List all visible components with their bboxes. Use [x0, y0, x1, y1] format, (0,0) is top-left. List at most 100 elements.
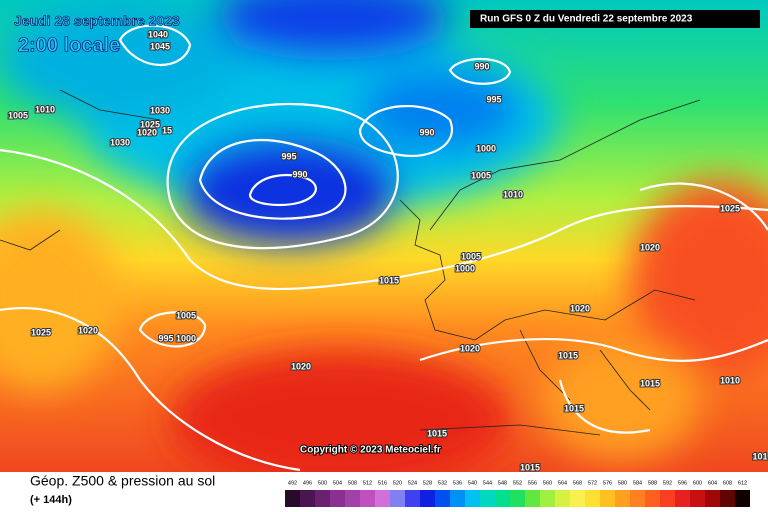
legend-label: 508 [348, 480, 357, 486]
isobar-label: 1020 [137, 127, 157, 137]
isobar-label: 101 [752, 451, 767, 461]
legend-swatch [675, 490, 690, 507]
legend-label: 512 [363, 480, 372, 486]
legend-swatch [585, 490, 600, 507]
legend-swatch [720, 490, 735, 507]
legend-label: 604 [708, 480, 717, 486]
legend-swatch [600, 490, 615, 507]
isobar-label: 1020 [570, 303, 590, 313]
legend-label: 516 [378, 480, 387, 486]
legend-swatch [570, 490, 585, 507]
legend-label: 608 [723, 480, 732, 486]
isobar-label: 1030 [150, 105, 170, 115]
legend-swatch [615, 490, 630, 507]
lead-time: (+ 144h) [30, 494, 72, 506]
legend-swatch [450, 490, 465, 507]
isobar-label: 1015 [558, 350, 578, 360]
legend-label: 584 [633, 480, 642, 486]
legend-label: 576 [603, 480, 612, 486]
isobar-label: 1005 [8, 110, 28, 120]
legend-label: 540 [468, 480, 477, 486]
isobar-label: 1015 [640, 378, 660, 388]
isobar-label: 1020 [78, 325, 98, 335]
isobar-label: 1000 [476, 143, 496, 153]
legend-label: 544 [483, 480, 492, 486]
legend-label: 504 [333, 480, 342, 486]
isobar-label: 1010 [720, 375, 740, 385]
map [0, 0, 768, 490]
legend-swatch [495, 490, 510, 507]
legend-label: 520 [393, 480, 402, 486]
legend-swatch [525, 490, 540, 507]
legend-label: 588 [648, 480, 657, 486]
legend-label: 596 [678, 480, 687, 486]
isobar-label: 990 [474, 61, 489, 71]
isobar-label: 995 [281, 151, 296, 161]
isobar-label: 1000 [176, 333, 196, 343]
legend-label: 552 [513, 480, 522, 486]
legend-swatch [705, 490, 720, 507]
isobar-label: 1000 [455, 263, 475, 273]
legend-label: 600 [693, 480, 702, 486]
legend-label: 496 [303, 480, 312, 486]
legend-label: 572 [588, 480, 597, 486]
legend-swatch [690, 490, 705, 507]
legend-swatch [660, 490, 675, 507]
legend-label: 500 [318, 480, 327, 486]
legend-swatch [645, 490, 660, 507]
legend-swatch [330, 490, 345, 507]
legend-label: 612 [738, 480, 747, 486]
legend-label: 536 [453, 480, 462, 486]
legend-label: 560 [543, 480, 552, 486]
isobar-label: 15 [162, 125, 172, 135]
isobar-label: 990 [419, 127, 434, 137]
isobar-label: 1045 [150, 41, 170, 51]
legend-swatch [300, 490, 315, 507]
legend-label: 564 [558, 480, 567, 486]
isobar-label: 1005 [176, 310, 196, 320]
legend-swatch [555, 490, 570, 507]
legend-swatch [405, 490, 420, 507]
legend-swatch [315, 490, 330, 507]
local-time: 2:00 locale [18, 34, 120, 56]
isobar-label: 990 [292, 169, 307, 179]
isobar-label: 1020 [640, 242, 660, 252]
legend-label: 568 [573, 480, 582, 486]
isobar-label: 1030 [110, 137, 130, 147]
isobar-label: 1005 [471, 170, 491, 180]
footer-title: Géop. Z500 & pression au sol [30, 473, 215, 489]
legend-swatch [480, 490, 495, 507]
isobar-label: 1015 [564, 403, 584, 413]
isobar-label: 1010 [503, 189, 523, 199]
isobar-label: 1040 [148, 29, 168, 39]
isobar-label: 1025 [720, 203, 740, 213]
legend-swatch [465, 490, 480, 507]
legend-swatch [375, 490, 390, 507]
isobar-label: 1010 [35, 104, 55, 114]
legend-swatch [435, 490, 450, 507]
isobar-label: 1005 [461, 251, 481, 261]
legend-label: 528 [423, 480, 432, 486]
run-box [470, 10, 760, 28]
legend-label: 580 [618, 480, 627, 486]
isobar-label: 1025 [140, 119, 160, 129]
legend-label: 592 [663, 480, 672, 486]
isobar-label: 995 [158, 333, 173, 343]
legend-label: 556 [528, 480, 537, 486]
legend-swatch [420, 490, 435, 507]
isobar-label: 1020 [460, 343, 480, 353]
legend-swatch [345, 490, 360, 507]
isobar-label: 1020 [291, 361, 311, 371]
legend-swatch [630, 490, 645, 507]
isobar-label: 995 [486, 94, 501, 104]
legend: 492 496 500 504 508 512 516 520 524 528 532 536 540 5… [285, 480, 750, 507]
legend-label: 532 [438, 480, 447, 486]
legend-label: 524 [408, 480, 417, 486]
run-info: Run GFS 0 Z du Vendredi 22 septembre 202… [480, 14, 693, 25]
isobar-label: 1015 [379, 275, 399, 285]
isobar-label: 1015 [427, 428, 447, 438]
legend-swatch [360, 490, 375, 507]
legend-label: 548 [498, 480, 507, 486]
